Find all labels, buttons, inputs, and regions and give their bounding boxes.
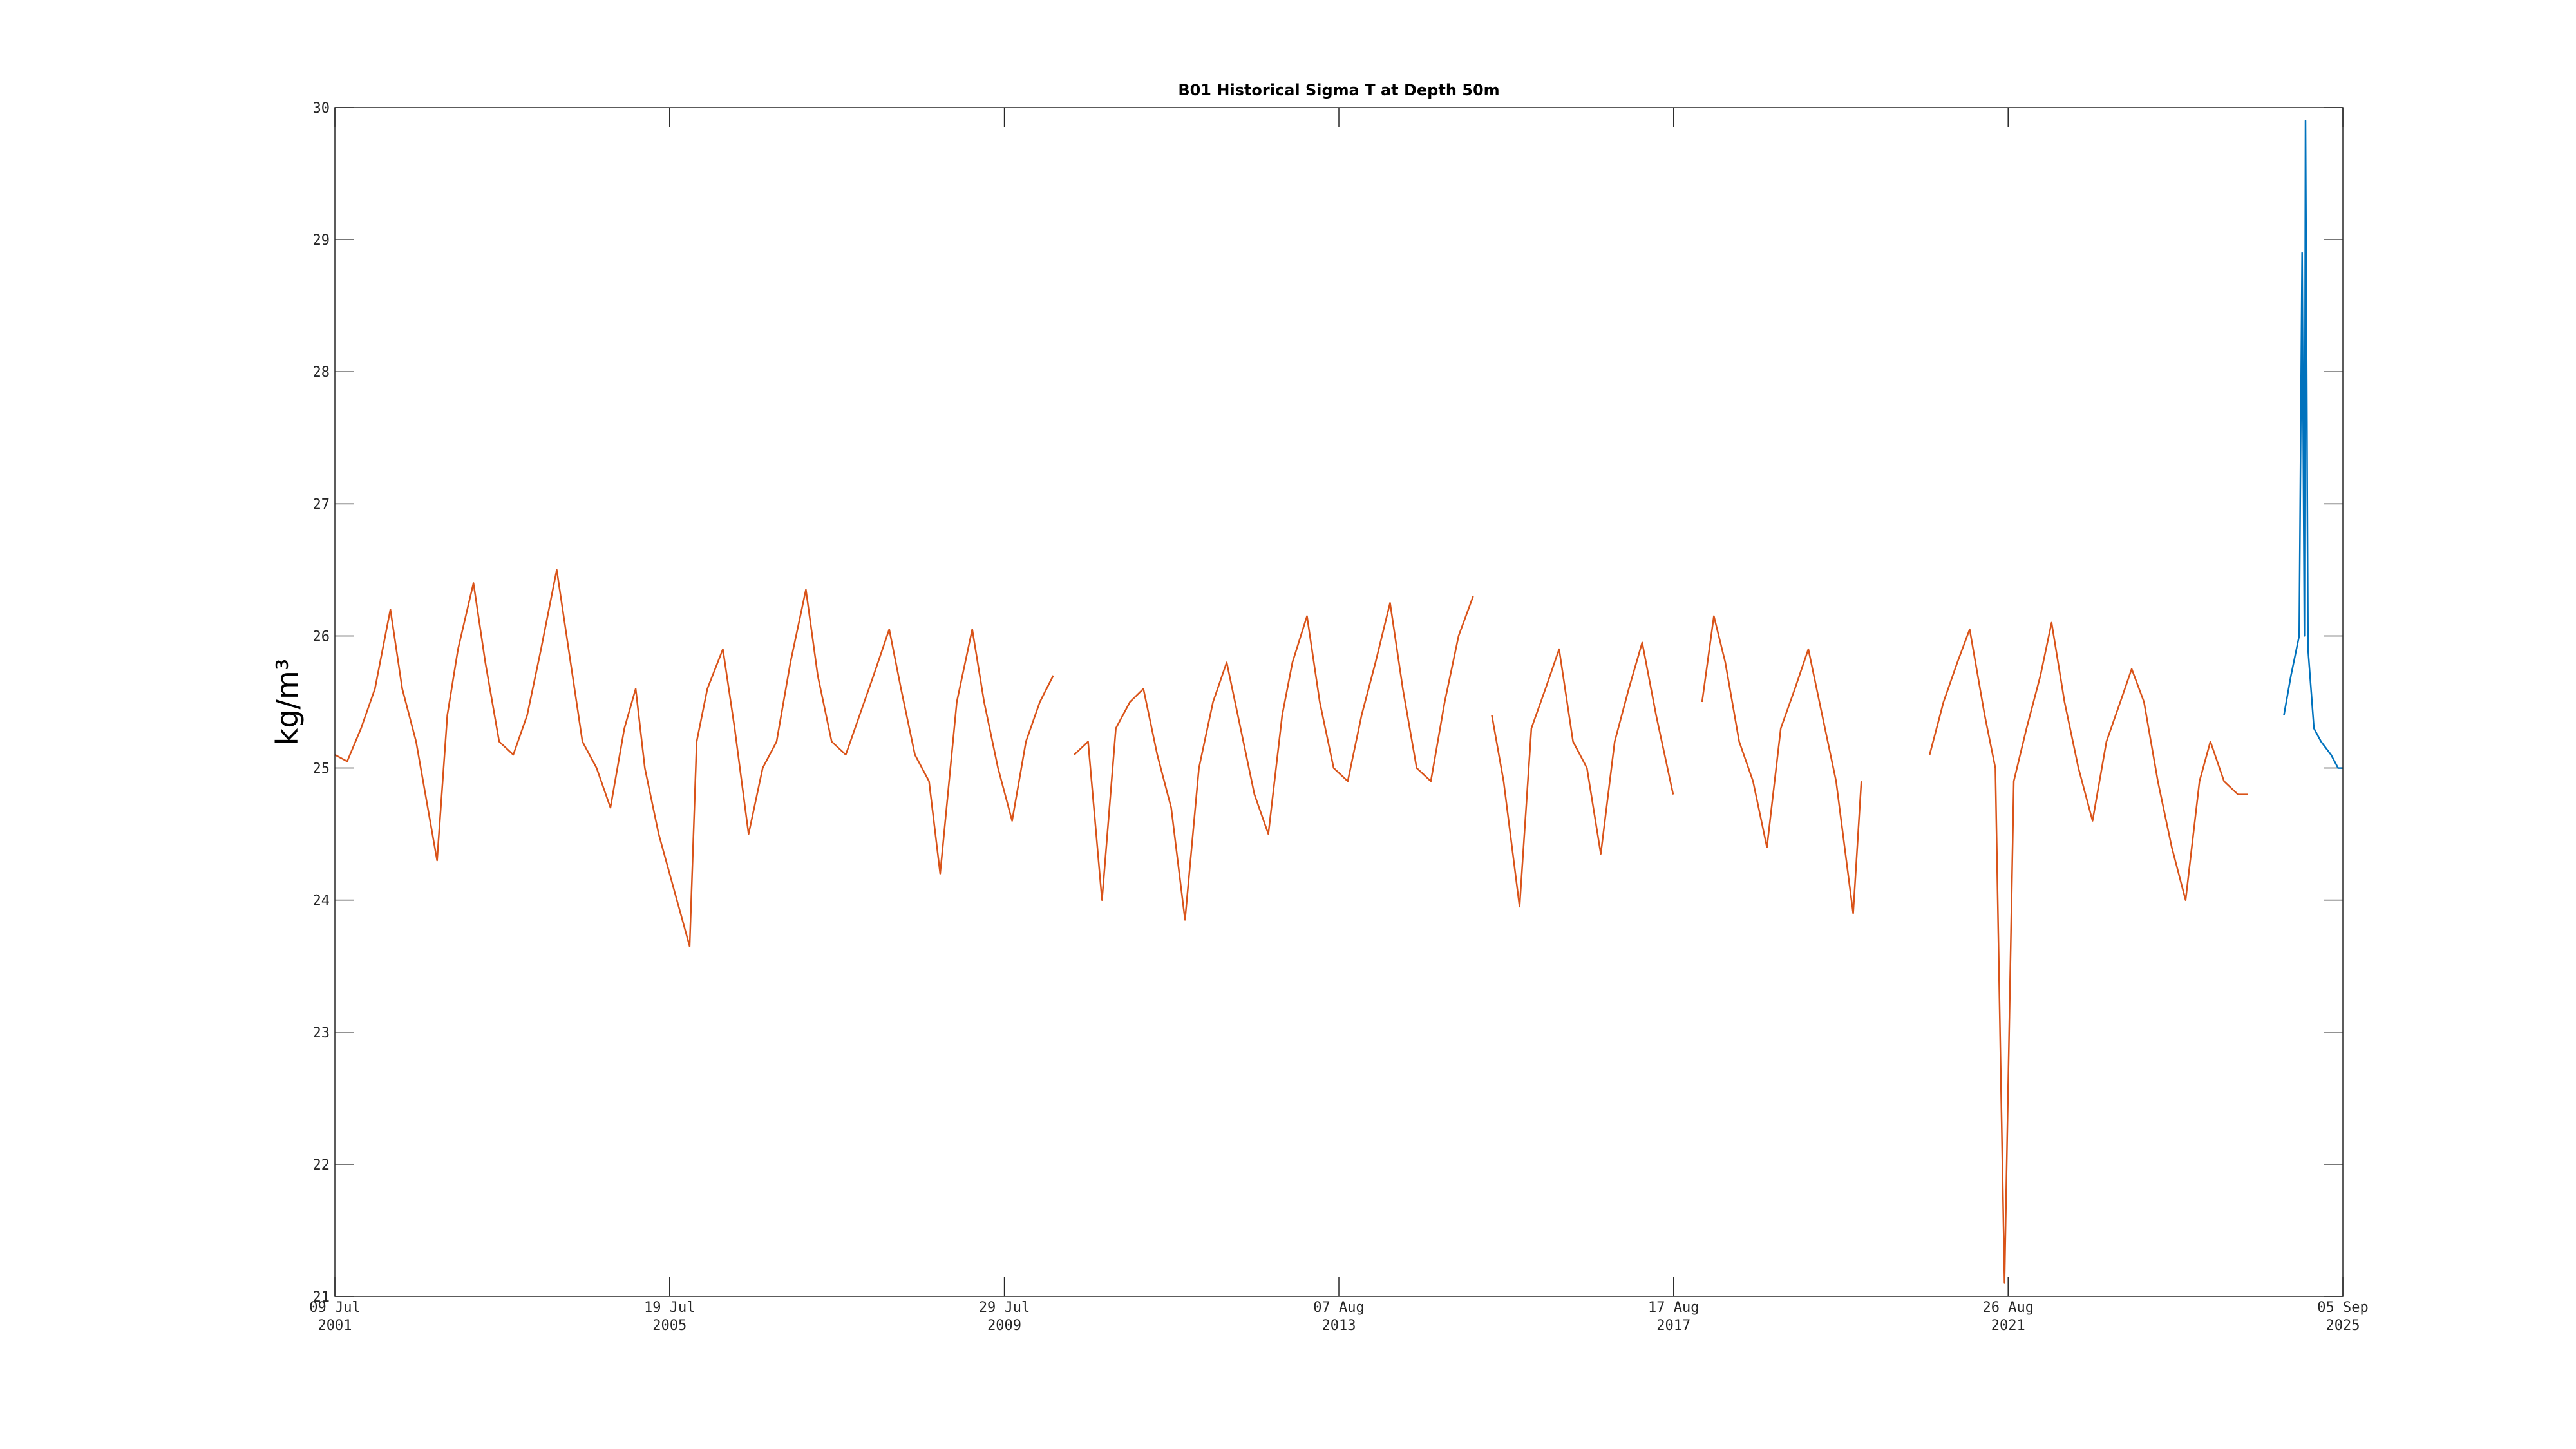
x-tick-label: 17 Aug <box>1648 1300 1699 1316</box>
y-tick-label: 29 <box>313 232 330 249</box>
x-tick-label: 05 Sep <box>2317 1300 2368 1316</box>
x-tick-label: 29 Jul <box>979 1300 1030 1316</box>
y-tick-label: 27 <box>313 497 330 513</box>
x-tick-label: 2017 <box>1656 1318 1690 1334</box>
x-tick-label: 2001 <box>318 1318 352 1334</box>
x-tick-label: 07 Aug <box>1313 1300 1364 1316</box>
x-tick-label: 2013 <box>1322 1318 1356 1334</box>
plot-frame <box>334 107 2344 1297</box>
y-tick-label: 30 <box>313 100 330 117</box>
y-tick-label: 21 <box>313 1289 330 1305</box>
y-tick-label: 22 <box>313 1157 330 1173</box>
x-tick-label: 19 Jul <box>644 1300 695 1316</box>
x-tick-label: 2025 <box>2326 1318 2360 1334</box>
y-tick-label: 24 <box>313 893 330 909</box>
x-tick-label: 26 Aug <box>1982 1300 2033 1316</box>
x-tick-label: 2021 <box>1991 1318 2025 1334</box>
series-line <box>334 569 2248 1284</box>
x-tick-label: 09 Jul <box>309 1300 360 1316</box>
x-tick-label: 2009 <box>987 1318 1021 1334</box>
y-tick-label: 26 <box>313 629 330 645</box>
chart-title: B01 Historical Sigma T at Depth 50m <box>1178 81 1499 99</box>
y-tick-label: 23 <box>313 1025 330 1041</box>
y-axis-label: kg/m³ <box>270 659 305 746</box>
y-tick-label: 28 <box>313 365 330 381</box>
y-tick-label: 25 <box>313 761 330 777</box>
x-tick-label: 2005 <box>652 1318 687 1334</box>
series-line <box>2283 120 2343 769</box>
